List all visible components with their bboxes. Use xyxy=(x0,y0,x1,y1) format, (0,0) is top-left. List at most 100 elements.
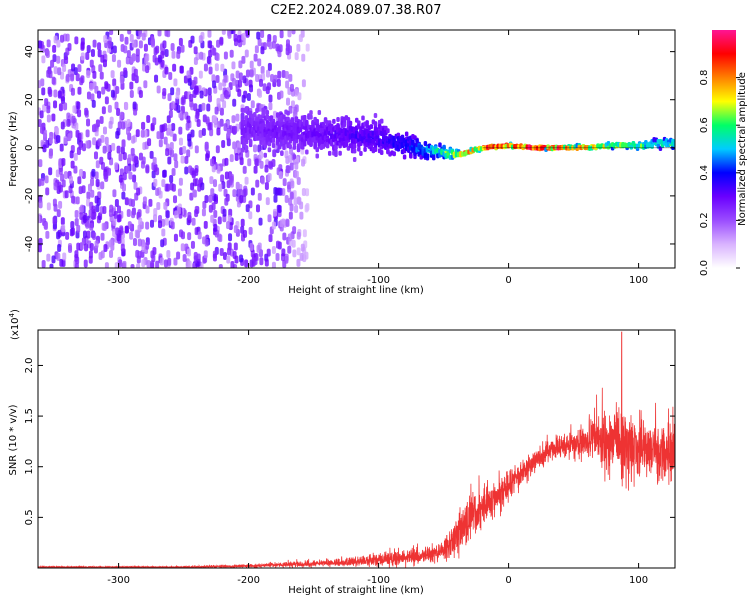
spectrogram-cell xyxy=(216,127,221,136)
spectrogram-cell xyxy=(233,225,238,234)
spectrogram-cell xyxy=(369,124,374,130)
spectrogram-cell xyxy=(180,96,185,105)
spectrogram-cell xyxy=(203,250,208,259)
spectrogram-cell xyxy=(224,197,229,206)
colorbar-ticks: 0.0 0.2 0.4 0.6 0.8 xyxy=(699,70,740,276)
spectrogram-cell xyxy=(85,220,90,229)
spectrogram-cell xyxy=(210,188,215,197)
spectrogram-cell xyxy=(56,134,61,143)
spectrogram-cell xyxy=(201,127,206,136)
spectrogram-cell xyxy=(267,62,272,71)
spectrogram-cell xyxy=(131,39,136,48)
spectrogram-cell xyxy=(286,97,291,106)
spectrogram-cell xyxy=(249,242,254,251)
spectrogram-cell xyxy=(191,217,196,226)
spectrogram-cell xyxy=(130,263,135,268)
spectrogram-cell xyxy=(352,148,357,154)
spectrogram-cell xyxy=(237,88,242,97)
spectrogram-cell xyxy=(120,81,125,90)
spectrogram-cell xyxy=(124,197,129,206)
spectrogram-cell xyxy=(160,239,165,248)
spectrogram-cell xyxy=(63,136,68,145)
spectrogram-cell xyxy=(264,258,269,267)
spectrogram-cell xyxy=(52,216,57,225)
spectrogram-cell xyxy=(268,234,273,243)
spectrogram-cell xyxy=(73,152,78,161)
spectrogram-cell xyxy=(220,174,225,183)
spectrogram-cell xyxy=(227,214,232,223)
spectrogram-cell xyxy=(80,41,85,50)
spectrogram-cell xyxy=(278,44,283,53)
spectrogram-cell xyxy=(263,152,267,158)
spectrogram-cell xyxy=(136,263,141,268)
spectrogram-cell xyxy=(48,150,53,159)
snr-frame xyxy=(37,329,676,569)
spectrogram-cell xyxy=(168,109,173,118)
spectrogram-cell xyxy=(285,218,290,227)
spectrogram-cell xyxy=(258,89,263,98)
spectrogram-cell xyxy=(291,239,296,248)
spectrogram-cell xyxy=(173,78,178,87)
spectrogram-cell xyxy=(58,200,63,209)
spectrogram-cell xyxy=(57,90,62,99)
spectrogram-cell xyxy=(178,126,183,135)
spectrogram-cell xyxy=(171,101,176,110)
spectrogram-cell xyxy=(74,250,79,259)
spectrogram-cell xyxy=(288,197,293,206)
spectrogram-cell xyxy=(169,149,174,158)
spectrogram-cell xyxy=(271,158,276,167)
spectrogram-cell xyxy=(190,129,195,138)
spectrogram-cell xyxy=(273,74,278,83)
spectrogram-cell xyxy=(293,197,298,206)
spectrogram-cell xyxy=(42,104,47,113)
spectrogram-cell xyxy=(155,45,160,54)
spectrogram-cell xyxy=(315,147,319,153)
spectrogram-cell xyxy=(192,89,197,98)
spectrogram-cell xyxy=(104,262,109,268)
spectrogram-cell xyxy=(167,156,172,165)
spectrogram-cell xyxy=(175,91,180,100)
spectrogram-cell xyxy=(257,192,262,201)
spectrogram-cell xyxy=(137,209,142,218)
spectrogram-cell xyxy=(255,204,260,213)
spectrogram-cell xyxy=(290,117,295,123)
spectrogram-cell xyxy=(216,165,221,174)
spectrogram-cell xyxy=(230,260,235,268)
spectrogram-cell xyxy=(85,129,90,138)
spectrogram-cell xyxy=(206,103,211,112)
spectrogram-cell xyxy=(289,83,294,92)
spectrogram-cell xyxy=(100,181,105,190)
spectrogram-cell xyxy=(257,144,262,153)
spectrogram-cell xyxy=(392,151,396,157)
spectrogram-cell xyxy=(201,208,206,217)
spectrogram-cell xyxy=(232,189,237,198)
spectrogram-cell xyxy=(267,214,272,223)
spectrogram-cell xyxy=(213,223,218,232)
spectrogram-cell xyxy=(206,56,211,65)
spectrogram-cell xyxy=(199,51,204,60)
snr-y-ticks: 0.5 1.0 1.5 2.0 xyxy=(24,357,675,525)
spectrogram-cell xyxy=(214,106,219,115)
spectrogram-cell xyxy=(131,135,136,144)
spectrogram-cell xyxy=(107,151,112,160)
spectrogram-cell xyxy=(185,122,190,131)
spectrogram-cell xyxy=(45,230,50,239)
spectrogram-cell xyxy=(85,140,90,149)
spectrogram-cell xyxy=(56,209,61,218)
spectrogram-cell xyxy=(45,187,50,196)
spectrogram-cell xyxy=(186,248,191,257)
spectrogram-cell xyxy=(129,231,134,240)
spectrogram-cell xyxy=(238,72,243,81)
spectrogram-cell xyxy=(261,72,266,81)
spectrogram-cell xyxy=(239,254,244,263)
spectrogram-cell xyxy=(102,145,107,154)
spectrogram-cell xyxy=(177,188,182,197)
spectrogram-cell xyxy=(165,148,170,157)
spectrogram-cell xyxy=(244,106,249,112)
figure-title: C2E2.2024.089.07.38.R07 xyxy=(270,3,441,18)
spectrogram-cell xyxy=(145,241,150,250)
spectrogram-cell xyxy=(130,55,135,64)
spectrogram-cell xyxy=(70,73,75,82)
spectrogram-cell xyxy=(273,194,278,203)
